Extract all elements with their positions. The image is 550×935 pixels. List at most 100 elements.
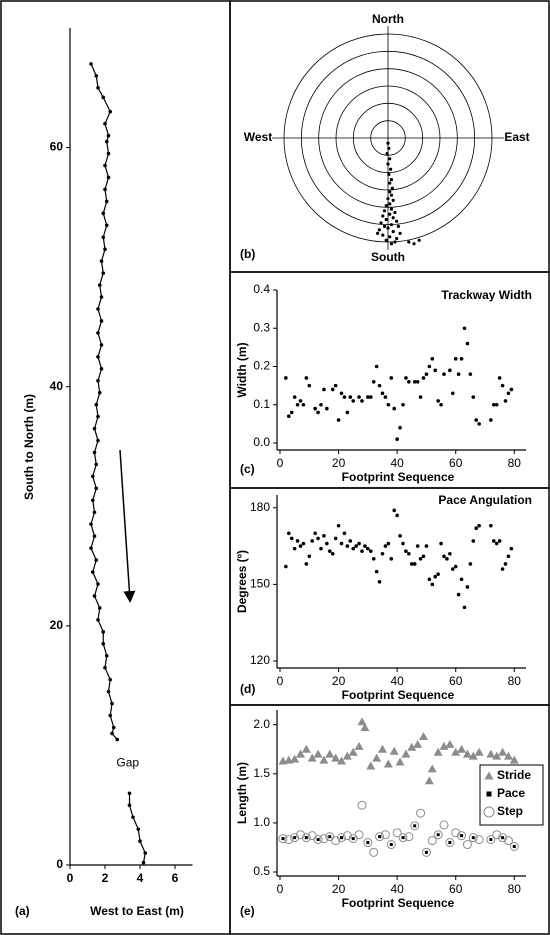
point [90,474,95,479]
point [348,395,353,399]
footprint-point [391,198,395,202]
point [92,450,97,455]
point [424,372,429,376]
point [339,391,344,396]
point [108,109,113,114]
direction-label: South [371,250,405,264]
footprint-point [386,162,390,166]
point [433,368,438,373]
point [96,438,100,443]
point [319,402,323,407]
panel-label: (c) [240,462,255,476]
x-tick-label: 0 [277,456,284,470]
stride-marker [348,747,358,756]
point [97,390,102,395]
footprint-point [412,242,416,246]
point [357,395,361,399]
y-tick-label: 20 [50,618,64,632]
x-axis-label: West to East (m) [90,904,184,918]
stride-marker [389,746,399,755]
point [415,380,420,384]
pace-marker [401,836,405,840]
point [494,541,499,546]
panel-label: (e) [240,904,255,918]
point [427,364,432,369]
stride-marker [319,755,329,764]
point [96,582,100,586]
direction-label: East [504,130,529,144]
footprint-point [395,236,399,241]
point [368,549,373,553]
point [374,569,379,574]
point [108,677,113,682]
footprint-point [388,157,392,161]
point [506,554,511,559]
point [418,395,423,399]
point [143,851,148,855]
point [90,498,95,503]
point [404,549,408,553]
point [374,364,379,369]
stride-marker [451,747,461,756]
point [380,391,385,396]
pace-marker [389,843,393,847]
point [106,151,111,156]
point [292,546,297,551]
point [96,355,100,359]
pace-marker [471,836,475,840]
point [342,395,347,399]
y-tick-label: 0.5 [253,864,270,878]
y-tick-label: 0.3 [253,320,270,334]
point [316,410,320,415]
point [389,376,394,380]
step-marker [354,830,364,840]
pace-marker [436,833,440,837]
stride-marker [301,744,311,753]
point [366,546,370,551]
footprint-point [386,197,390,201]
point [322,534,326,538]
point [439,541,443,546]
point [301,402,306,407]
legend-label: Pace [497,786,525,800]
footprint-point [388,212,392,216]
point [351,546,356,551]
point [92,510,97,515]
point [424,544,429,548]
stride-marker [427,764,437,773]
point [421,554,426,559]
footprint-point [382,209,387,213]
point [421,376,426,380]
y-tick-label: 120 [250,653,270,667]
point [99,366,104,371]
point [110,701,114,706]
point [99,259,104,263]
point [106,689,111,694]
point [380,551,385,556]
point [101,211,106,216]
footprint-point [381,214,385,218]
y-tick-label: 1.5 [253,766,270,780]
x-tick-label: 40 [390,674,404,688]
footprint-point [384,238,388,242]
footprint-point [376,231,380,235]
point [94,402,99,407]
pace-marker [460,834,464,838]
stride-marker [342,751,352,760]
point [395,437,399,441]
point [284,376,288,380]
point [92,594,97,598]
stride-marker [296,749,305,758]
point [96,85,100,90]
y-axis-label: Length (m) [235,762,249,824]
point [448,551,452,556]
y-tick-label: 0 [56,857,63,871]
point [92,534,97,538]
point [101,271,106,275]
pace-marker [489,838,493,842]
point [368,395,373,399]
point [450,391,455,396]
footprint-point [407,240,411,244]
step-marker [392,828,402,838]
point [459,577,464,582]
